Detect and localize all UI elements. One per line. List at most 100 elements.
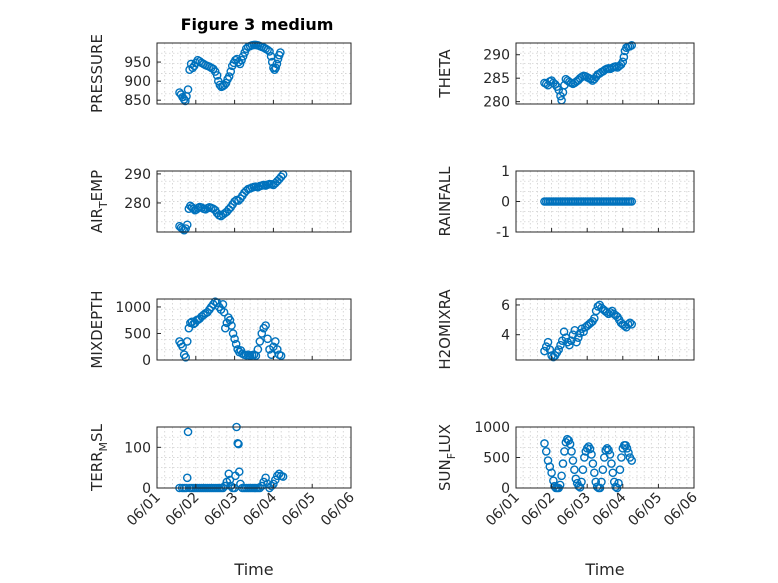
y-tick-label: 1000: [115, 300, 151, 316]
data-point: [230, 334, 239, 344]
data-point: [271, 475, 280, 485]
series-markers: [175, 170, 288, 235]
y-tick-label: 4: [501, 328, 510, 344]
data-point: [607, 459, 616, 468]
x-tick-label: 06/05: [625, 490, 665, 530]
y-tick-label: 1000: [474, 420, 510, 436]
subplot-7: 010006/0106/0206/0306/0406/0506/06TERRMS…: [88, 422, 358, 579]
data-point: [224, 72, 234, 81]
data-point: [235, 59, 245, 69]
data-point: [565, 340, 574, 350]
data-point: [234, 439, 243, 449]
data-point: [237, 55, 246, 65]
x-axis-label: Time: [233, 560, 273, 579]
y-tick-label: 0: [142, 353, 151, 369]
series-markers: [175, 40, 285, 106]
data-point: [267, 481, 276, 491]
y-tick-label: 500: [124, 326, 151, 342]
y-tick-label: 280: [483, 95, 510, 111]
data-point: [183, 427, 193, 437]
subplot-6: 4 6 H2OMIXRA: [436, 289, 695, 370]
y-axis-label: PRESSURE: [88, 34, 106, 113]
data-point: [572, 337, 581, 347]
y-tick-label: 290: [483, 48, 510, 64]
x-tick-label: 06/06: [661, 489, 701, 529]
data-point: [181, 96, 190, 106]
data-point: [580, 453, 589, 462]
data-point: [558, 459, 568, 468]
data-point: [276, 351, 286, 361]
x-axis-label: Time: [584, 560, 624, 579]
series-markers: [540, 300, 637, 362]
data-point: [272, 345, 282, 354]
data-point: [574, 333, 583, 342]
x-tick-label: 06/05: [279, 490, 319, 530]
data-point: [617, 453, 626, 462]
data-point: [257, 481, 267, 491]
data-point: [577, 477, 586, 487]
data-point: [622, 444, 632, 453]
series-markers: [540, 41, 637, 105]
data-point: [627, 41, 637, 50]
axes-container: 850 900 950 PRESSURE 280 285 290 THETA 280 290 AIR…: [88, 34, 701, 579]
data-point: [623, 319, 633, 329]
axes-frame: [156, 42, 352, 105]
data-point: [567, 447, 576, 456]
data-point: [627, 456, 637, 465]
data-point: [601, 445, 611, 455]
data-point: [238, 52, 248, 61]
figure-title: Figure 3 medium: [181, 15, 334, 34]
x-tick-label: 06/04: [590, 489, 630, 529]
data-point: [619, 52, 629, 62]
data-point: [263, 45, 272, 55]
y-tick-label: 285: [483, 71, 510, 87]
axes-frame: [515, 42, 695, 105]
data-point: [225, 475, 235, 485]
data-point: [585, 444, 595, 454]
y-tick-label: 6: [501, 298, 510, 314]
data-point: [566, 336, 576, 345]
data-point: [541, 447, 551, 456]
data-point: [598, 465, 608, 475]
data-point: [255, 337, 265, 346]
data-point: [178, 342, 187, 352]
data-point: [183, 85, 193, 94]
data-point: [608, 468, 618, 478]
data-point: [234, 467, 244, 477]
data-point: [605, 450, 615, 459]
data-point: [540, 439, 549, 448]
axes-frame: [515, 298, 695, 361]
subplot-2: 280 285 290 THETA: [436, 41, 695, 111]
data-point: [568, 456, 578, 465]
data-point: [253, 345, 263, 354]
data-point: [556, 340, 565, 350]
y-tick-label: 1: [501, 164, 510, 180]
data-point: [574, 481, 583, 491]
x-tick-label: 06/03: [554, 490, 594, 530]
y-axis-label: THETA: [436, 49, 454, 99]
data-point: [555, 480, 565, 490]
data-point: [586, 74, 596, 84]
data-point: [227, 321, 236, 330]
data-point: [578, 465, 588, 475]
data-point: [627, 197, 637, 206]
data-point: [181, 353, 191, 362]
y-tick-label: 280: [124, 196, 151, 212]
data-point: [597, 477, 606, 487]
data-point: [547, 468, 556, 478]
x-tick-label: 06/06: [318, 489, 358, 529]
axes-frame: [156, 170, 352, 233]
data-point: [570, 465, 579, 475]
data-point: [575, 483, 585, 492]
data-point: [618, 57, 628, 67]
data-point: [272, 59, 282, 69]
y-tick-label: 0: [501, 195, 510, 211]
data-point: [182, 473, 192, 483]
y-tick-label: -1: [496, 225, 510, 241]
subplot-4: -1 0 1 RAINFALL: [436, 164, 695, 241]
data-point: [233, 438, 243, 448]
data-point: [587, 450, 596, 459]
data-point: [257, 329, 267, 338]
series-markers: [540, 197, 637, 206]
data-point: [178, 224, 187, 234]
